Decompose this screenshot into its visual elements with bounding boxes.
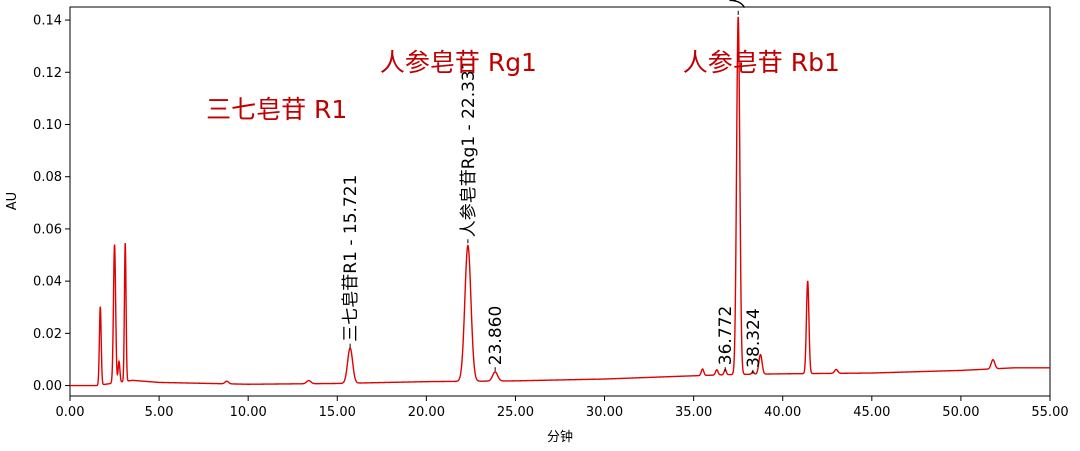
x-tick-label: 0.00 <box>56 405 85 420</box>
component-labels: 三七皂苷 R1 人参皂苷 Rg1 人参皂苷 Rb1 <box>206 48 840 124</box>
x-tick-label: 35.00 <box>675 405 712 420</box>
y-tick-label: 0.00 <box>33 379 62 394</box>
peak-markers <box>349 10 754 374</box>
y-tick-label: 0.12 <box>33 66 62 81</box>
component-label: 三七皂苷 R1 <box>206 95 347 124</box>
x-tick-label: 50.00 <box>942 405 979 420</box>
peak-label: 36.772 <box>716 306 736 365</box>
component-label: 人参皂苷 Rg1 <box>380 48 537 77</box>
x-tick-label: 20.00 <box>408 405 445 420</box>
y-tick-label: 0.14 <box>33 14 62 29</box>
peak-label: 23.860 <box>486 306 506 365</box>
x-tick-label: 15.00 <box>319 405 356 420</box>
plot-frame <box>69 6 1051 397</box>
y-tick-label: 0.06 <box>33 222 62 237</box>
peak-label: 38.324 <box>744 308 764 367</box>
y-axis-title: AU <box>5 192 20 210</box>
x-tick-label: 25.00 <box>497 405 534 420</box>
x-tick-label: 10.00 <box>230 405 267 420</box>
component-label: 人参皂苷 Rb1 <box>683 48 840 77</box>
y-tick-label: 0.08 <box>33 170 62 185</box>
x-tick-label: 45.00 <box>853 405 890 420</box>
x-tick-label: 40.00 <box>764 405 801 420</box>
chromatogram-trace <box>70 16 1050 387</box>
y-tick-label: 0.10 <box>33 118 62 133</box>
axis-ticks: 0.00 5.00 10.00 15.00 20.00 25.00 30.00 35.00 40… <box>33 14 1069 420</box>
peak-label: 人参皂苷Rg1 - 22.331 <box>459 59 479 237</box>
x-tick-label: 55.00 <box>1031 405 1068 420</box>
x-axis-title: 分钟 <box>547 429 573 445</box>
y-tick-label: 0.04 <box>33 275 62 290</box>
x-tick-label: 5.00 <box>145 405 174 420</box>
x-tick-label: 30.00 <box>586 405 623 420</box>
y-tick-label: 0.02 <box>33 327 62 342</box>
peak-label: 三七皂苷R1 - 15.721 <box>341 175 361 342</box>
peak-labels: 三七皂苷R1 - 15.721 人参皂苷Rg1 - 22.331 23.860 36.… <box>341 0 764 368</box>
